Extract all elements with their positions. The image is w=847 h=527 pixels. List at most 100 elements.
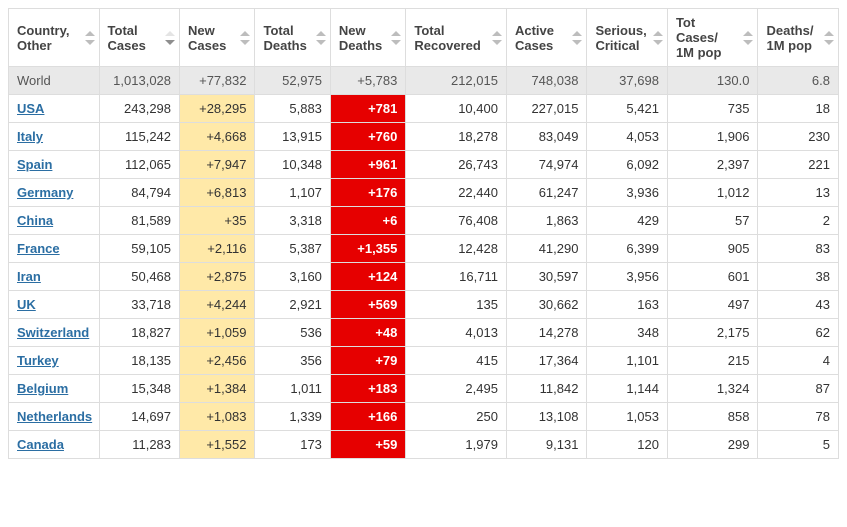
column-header[interactable]: Total Recovered <box>406 9 507 67</box>
cell: 41,290 <box>506 235 586 263</box>
cell: 5 <box>758 431 839 459</box>
country-link[interactable]: Germany <box>17 185 73 200</box>
sort-icon <box>391 31 401 45</box>
cell: 858 <box>667 403 758 431</box>
column-header[interactable]: New Cases <box>180 9 255 67</box>
column-header[interactable]: Total Cases <box>99 9 179 67</box>
column-label: Total Deaths <box>263 23 306 53</box>
cell: 83,049 <box>506 123 586 151</box>
sort-icon <box>743 31 753 45</box>
column-header[interactable]: Serious, Critical <box>587 9 667 67</box>
cell: 84,794 <box>99 179 179 207</box>
cell: 2,397 <box>667 151 758 179</box>
cell: 163 <box>587 291 667 319</box>
column-header[interactable]: New Deaths <box>330 9 405 67</box>
cell: 2 <box>758 207 839 235</box>
sort-icon <box>85 31 95 45</box>
cell: 130.0 <box>667 67 758 95</box>
table-row: Italy115,242+4,66813,915+76018,27883,049… <box>9 123 839 151</box>
country-cell: UK <box>9 291 100 319</box>
column-header[interactable]: Active Cases <box>506 9 586 67</box>
cell: 5,387 <box>255 235 330 263</box>
cell: 1,012 <box>667 179 758 207</box>
cell: +28,295 <box>180 95 255 123</box>
country-link[interactable]: Switzerland <box>17 325 89 340</box>
cell: 135 <box>406 291 507 319</box>
cell: +2,875 <box>180 263 255 291</box>
cell: 115,242 <box>99 123 179 151</box>
cell: 14,278 <box>506 319 586 347</box>
cell: 497 <box>667 291 758 319</box>
table-row: China81,589+353,318+676,4081,863429572 <box>9 207 839 235</box>
country-link[interactable]: Netherlands <box>17 409 92 424</box>
column-label: New Cases <box>188 23 226 53</box>
cell: 59,105 <box>99 235 179 263</box>
cell: +48 <box>330 319 405 347</box>
cell: +35 <box>180 207 255 235</box>
cell: 50,468 <box>99 263 179 291</box>
cell: 30,597 <box>506 263 586 291</box>
country-link[interactable]: China <box>17 213 53 228</box>
column-header[interactable]: Deaths/ 1M pop <box>758 9 839 67</box>
cell: 57 <box>667 207 758 235</box>
cell: 1,107 <box>255 179 330 207</box>
cell: 26,743 <box>406 151 507 179</box>
country-link[interactable]: France <box>17 241 60 256</box>
cell: +166 <box>330 403 405 431</box>
cell: 81,589 <box>99 207 179 235</box>
table-header-row: Country, Other Total Cases New Cases Total … <box>9 9 839 67</box>
sort-icon <box>653 31 663 45</box>
cell: +4,244 <box>180 291 255 319</box>
cell: 5,421 <box>587 95 667 123</box>
cell: 4,013 <box>406 319 507 347</box>
country-link[interactable]: USA <box>17 101 44 116</box>
column-header[interactable]: Country, Other <box>9 9 100 67</box>
country-link[interactable]: Turkey <box>17 353 59 368</box>
sort-icon <box>165 31 175 45</box>
column-label: New Deaths <box>339 23 382 53</box>
cell: 1,979 <box>406 431 507 459</box>
sort-icon <box>240 31 250 45</box>
cell: 905 <box>667 235 758 263</box>
cell: 12,428 <box>406 235 507 263</box>
country-link[interactable]: Iran <box>17 269 41 284</box>
table-row: Turkey18,135+2,456356+7941517,3641,10121… <box>9 347 839 375</box>
table-row: Germany84,794+6,8131,107+17622,44061,247… <box>9 179 839 207</box>
cell: 3,936 <box>587 179 667 207</box>
cell: 215 <box>667 347 758 375</box>
country-cell: Spain <box>9 151 100 179</box>
cell: 62 <box>758 319 839 347</box>
country-cell: Switzerland <box>9 319 100 347</box>
cell: 429 <box>587 207 667 235</box>
sort-icon <box>316 31 326 45</box>
column-label: Tot Cases/ 1M pop <box>676 15 722 60</box>
cell: 87 <box>758 375 839 403</box>
country-cell: Italy <box>9 123 100 151</box>
table-row: Spain112,065+7,94710,348+96126,74374,974… <box>9 151 839 179</box>
country-cell: Germany <box>9 179 100 207</box>
cell: 1,144 <box>587 375 667 403</box>
cell: +6 <box>330 207 405 235</box>
cell: 221 <box>758 151 839 179</box>
cell: 38 <box>758 263 839 291</box>
column-header[interactable]: Total Deaths <box>255 9 330 67</box>
sort-icon <box>824 31 834 45</box>
country-link[interactable]: Belgium <box>17 381 68 396</box>
cell: +781 <box>330 95 405 123</box>
cell: 18 <box>758 95 839 123</box>
cell: 1,906 <box>667 123 758 151</box>
cell: 78 <box>758 403 839 431</box>
cell: 18,278 <box>406 123 507 151</box>
country-link[interactable]: Canada <box>17 437 64 452</box>
cell: +1,384 <box>180 375 255 403</box>
cell: 6,092 <box>587 151 667 179</box>
table-row: Iran50,468+2,8753,160+12416,71130,5973,9… <box>9 263 839 291</box>
country-link[interactable]: Spain <box>17 157 52 172</box>
column-label: Total Cases <box>108 23 146 53</box>
country-link[interactable]: Italy <box>17 129 43 144</box>
column-label: Country, Other <box>17 23 69 53</box>
country-link[interactable]: UK <box>17 297 36 312</box>
table-row: Netherlands14,697+1,0831,339+16625013,10… <box>9 403 839 431</box>
column-header[interactable]: Tot Cases/ 1M pop <box>667 9 758 67</box>
sort-icon <box>492 31 502 45</box>
